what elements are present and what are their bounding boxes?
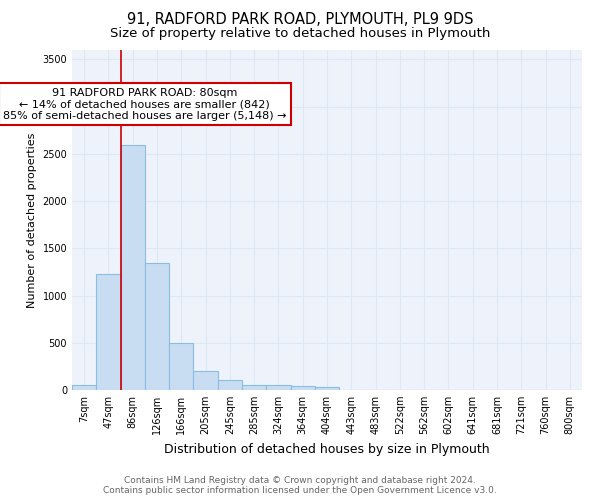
X-axis label: Distribution of detached houses by size in Plymouth: Distribution of detached houses by size … <box>164 442 490 456</box>
Bar <box>242 386 266 390</box>
Bar <box>290 386 315 390</box>
Bar <box>315 387 339 390</box>
Text: Contains HM Land Registry data © Crown copyright and database right 2024.
Contai: Contains HM Land Registry data © Crown c… <box>103 476 497 495</box>
Bar <box>72 386 96 390</box>
Text: 91, RADFORD PARK ROAD, PLYMOUTH, PL9 9DS: 91, RADFORD PARK ROAD, PLYMOUTH, PL9 9DS <box>127 12 473 28</box>
Bar <box>145 264 169 390</box>
Bar <box>266 386 290 390</box>
Bar <box>121 146 145 390</box>
Bar <box>218 380 242 390</box>
Bar <box>193 371 218 390</box>
Y-axis label: Number of detached properties: Number of detached properties <box>27 132 37 308</box>
Bar <box>96 274 121 390</box>
Text: Size of property relative to detached houses in Plymouth: Size of property relative to detached ho… <box>110 28 490 40</box>
Text: 91 RADFORD PARK ROAD: 80sqm
← 14% of detached houses are smaller (842)
85% of se: 91 RADFORD PARK ROAD: 80sqm ← 14% of det… <box>3 88 287 121</box>
Bar <box>169 343 193 390</box>
